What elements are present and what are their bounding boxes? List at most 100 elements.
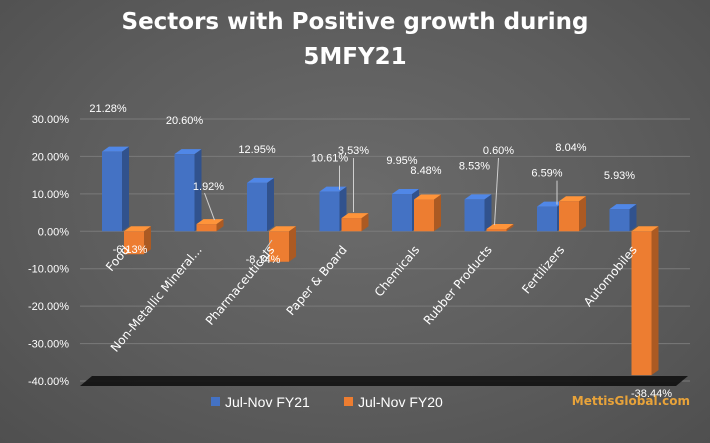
bar-fy20-top <box>559 196 586 202</box>
bar-fy20-side <box>506 224 514 232</box>
data-label: 12.95% <box>238 144 276 156</box>
data-label: -38.44% <box>631 388 672 400</box>
y-tick-label: 10.00% <box>32 189 70 201</box>
legend-swatch-fy21 <box>211 397 220 406</box>
leader-line <box>494 157 499 226</box>
y-tick-label: -20.00% <box>28 301 69 313</box>
chart-title-line-1: Sectors with Positive growth during <box>122 9 589 35</box>
bar-fy21-top <box>392 189 419 195</box>
bars <box>102 146 659 376</box>
data-label: 21.28% <box>89 103 127 115</box>
y-tick-label: 0.00% <box>38 226 69 238</box>
bar-fy21 <box>464 194 492 232</box>
bar-fy21 <box>609 204 637 232</box>
y-tick-label: 30.00% <box>32 114 70 126</box>
y-tick-label: -30.00% <box>28 339 69 351</box>
legend-label-fy21: Jul-Nov FY21 <box>225 394 310 410</box>
bar-fy21-side <box>629 204 637 232</box>
data-label: 6.59% <box>531 168 562 180</box>
chart-floor <box>80 376 688 386</box>
bar-fy21-front <box>537 206 557 232</box>
data-label: 1.92% <box>193 181 224 193</box>
bar-fy20-front <box>414 199 434 232</box>
category-label: Fertilizers <box>519 243 567 297</box>
floor-shadow <box>80 376 688 386</box>
data-label: 3.53% <box>338 145 369 157</box>
category-label: Chemicals <box>372 243 423 299</box>
bar-fy20 <box>124 226 151 255</box>
data-label: 9.95% <box>386 155 417 167</box>
bar-fy21-top <box>609 204 637 210</box>
category-label: Rubber Products <box>421 243 495 328</box>
legend-label-fy20: Jul-Nov FY20 <box>358 394 443 410</box>
bar-fy21-top <box>247 177 274 183</box>
bar-fy21-front <box>102 151 122 232</box>
watermark-logo: MettisGlobal.com <box>572 394 690 408</box>
data-label: -8.14% <box>246 254 281 266</box>
data-label: 5.93% <box>604 170 635 182</box>
bar-fy20-top <box>341 213 369 219</box>
data-label: 20.60% <box>166 115 204 127</box>
leader-line <box>204 192 215 221</box>
bar-fy20-side <box>144 226 151 255</box>
bar-fy21-front <box>392 194 412 232</box>
bar-fy20-side <box>434 194 441 232</box>
bar-fy20 <box>559 196 586 232</box>
bar-fy20-side <box>579 196 586 232</box>
bar-fy20-front <box>559 201 579 232</box>
category-label: Pharmaceuticals <box>203 243 277 328</box>
data-label: 8.04% <box>555 142 586 154</box>
bar-fy20-side <box>361 213 369 232</box>
bar-fy20-front <box>341 218 362 232</box>
data-label: 10.61% <box>311 153 349 165</box>
legend: Jul-Nov FY21 Jul-Nov FY20 <box>211 394 443 410</box>
bar-fy21-top <box>464 194 492 200</box>
y-tick-label: -10.00% <box>28 264 69 276</box>
bar-fy20 <box>414 194 441 232</box>
bar-fy20-front <box>486 229 507 232</box>
bar-fy21-top <box>174 149 202 155</box>
bar-fy21-side <box>267 177 274 232</box>
bar-fy20 <box>631 226 659 376</box>
bar-fy20-side <box>651 226 659 376</box>
bar-fy21-front <box>609 209 630 232</box>
bar-fy20-top <box>486 224 514 230</box>
data-label: 8.48% <box>410 165 441 177</box>
data-label: 8.53% <box>459 160 490 172</box>
bar-fy20-front <box>631 231 652 376</box>
bar-fy20-front <box>124 231 144 255</box>
bar-fy20 <box>269 226 296 262</box>
data-label: 0.60% <box>483 145 514 157</box>
bar-fy20-top <box>196 219 224 225</box>
bar-fy20-side <box>289 226 296 262</box>
data-label: -6.13% <box>113 244 148 256</box>
y-tick-label: -40.00% <box>28 376 69 388</box>
y-axis-ticks: 30.00% 20.00% 10.00% 0.00% -10.00% -20.00% -30… <box>28 114 69 388</box>
category-label: Automobiles <box>581 243 640 309</box>
leader-line <box>262 239 273 254</box>
chart-title-line-2: 5MFY21 <box>303 44 406 70</box>
legend-swatch-fy20 <box>344 397 353 406</box>
bar-fy20-top <box>124 226 151 232</box>
bar-fy21 <box>247 177 274 232</box>
bar-fy21-side <box>194 149 202 232</box>
bar-fy21-front <box>247 182 267 232</box>
data-labels: 21.28% -6.13% 20.60% 1.92% 12.95% -8.14% 10.61… <box>89 103 672 400</box>
bar-fy21-top <box>102 146 129 152</box>
grid-lines <box>80 118 690 382</box>
bar-fy20 <box>341 213 369 232</box>
bar-fy21-front <box>464 199 485 232</box>
bar-fy21-front <box>174 154 195 232</box>
y-tick-label: 20.00% <box>32 151 70 163</box>
bar-fy20-side <box>216 219 224 232</box>
bar-fy21 <box>174 149 202 232</box>
bar-fy20 <box>196 219 224 232</box>
bar-fy20-front <box>269 231 289 262</box>
bar-fy21-side <box>122 146 129 232</box>
bar-fy20-top <box>631 226 659 232</box>
bar-fy20-front <box>196 224 217 232</box>
bar-fy20 <box>486 224 514 232</box>
